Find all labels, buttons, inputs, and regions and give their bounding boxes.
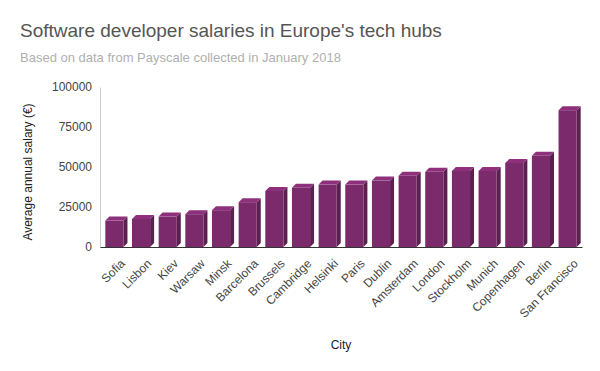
y-axis-title: Average annual salary (€): [21, 103, 35, 240]
bar-side: [257, 198, 261, 247]
bar-top: [105, 217, 127, 221]
bar-top: [159, 213, 181, 217]
x-tick: Warsaw: [167, 247, 207, 297]
title: Software developer salaries in Europe's …: [20, 20, 442, 41]
x-axis: SofiaLisbonKievWarsawMinskBarcelonaBruss…: [98, 247, 582, 321]
bar-top: [239, 198, 261, 202]
bar: [159, 217, 177, 247]
x-tick: Lisbon: [119, 247, 154, 291]
bar: [425, 172, 443, 247]
x-tick-label: Lisbon: [119, 256, 154, 291]
y-axis-line: [100, 88, 101, 248]
x-tick: Copenhagen: [469, 247, 528, 315]
bar: [479, 171, 497, 247]
bar: [105, 221, 123, 247]
x-tick-label: Copenhagen: [469, 256, 528, 315]
bar-side: [177, 213, 181, 247]
bar-side: [363, 181, 367, 247]
y-tick-label: 100000: [52, 80, 92, 94]
bar-top: [185, 210, 207, 214]
bar: [319, 185, 337, 247]
x-tick-label: Helsinki: [301, 256, 341, 296]
bar: [265, 191, 283, 247]
bar: [212, 210, 230, 247]
y-tick-label: 75000: [59, 120, 93, 134]
y-tick: 50000: [59, 160, 100, 174]
bar-top: [292, 184, 314, 188]
y-tick: 25000: [59, 200, 100, 214]
x-tick: Amsterdam: [368, 247, 421, 310]
bar: [505, 163, 523, 247]
bar-side: [337, 181, 341, 247]
bar: [185, 214, 203, 247]
bar-top: [372, 177, 394, 181]
bar-side: [497, 167, 501, 247]
bar: [372, 181, 390, 247]
x-tick: Cambridge: [263, 247, 315, 308]
bars: [105, 106, 580, 247]
bar-side: [283, 187, 287, 247]
y-tick: 100000: [52, 80, 100, 94]
bar-side: [550, 152, 554, 247]
bar-side: [470, 167, 474, 247]
x-tick: Helsinki: [301, 247, 341, 296]
x-tick: Stockholm: [425, 247, 475, 306]
bar-side: [150, 215, 154, 247]
bar-side: [203, 210, 207, 247]
bar-top: [319, 181, 341, 185]
bar-side: [443, 168, 447, 247]
y-tick-label: 50000: [59, 160, 93, 174]
bar: [239, 202, 257, 247]
bar-top: [452, 167, 474, 171]
bar: [452, 171, 470, 247]
y-tick-label: 0: [85, 240, 92, 254]
bar-top: [532, 152, 554, 156]
y-axis: 0 25000 50000 75000 100000: [52, 80, 101, 254]
subtitle: Based on data from Payscale collected in…: [20, 50, 341, 65]
bar-side: [230, 206, 234, 247]
chart: Software developer salaries in Europe's …: [0, 0, 600, 371]
bar-side: [417, 172, 421, 247]
bar-top: [399, 172, 421, 176]
bar-top: [479, 167, 501, 171]
bar-top: [345, 181, 367, 185]
bar-side: [390, 177, 394, 247]
bar: [399, 176, 417, 247]
x-tick-label: Warsaw: [167, 256, 207, 296]
bar: [532, 156, 550, 247]
bar-side: [577, 106, 581, 247]
bar: [132, 219, 150, 247]
x-axis-line: [101, 247, 583, 248]
x-tick-label: San Francisco: [517, 256, 581, 320]
bar: [345, 185, 363, 247]
bar-top: [559, 106, 581, 110]
bar-top: [132, 215, 154, 219]
bar-top: [505, 159, 527, 163]
bar: [559, 110, 577, 247]
bar: [292, 188, 310, 247]
bar-side: [523, 159, 527, 247]
x-tick: San Francisco: [517, 247, 581, 321]
bar-side: [123, 217, 127, 247]
y-tick: 0: [85, 240, 100, 254]
y-tick: 75000: [59, 120, 100, 134]
y-tick-label: 25000: [59, 200, 93, 214]
bar-top: [425, 168, 447, 172]
bar-side: [310, 184, 314, 247]
bar-top: [265, 187, 287, 191]
x-axis-title: City: [331, 338, 352, 352]
bar-top: [212, 206, 234, 210]
